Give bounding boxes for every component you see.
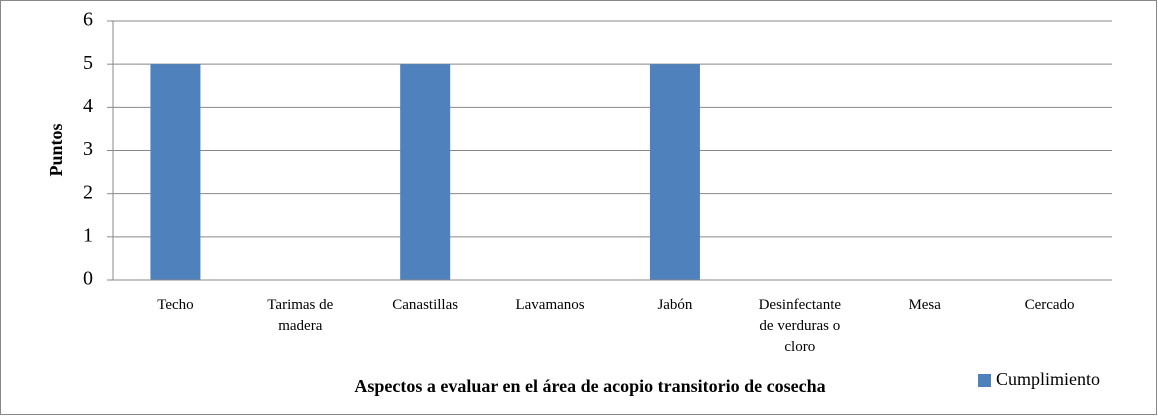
- x-tick-label: Desinfectante de verduras o cloro: [759, 297, 842, 355]
- legend-swatch: [978, 374, 991, 387]
- bar: [400, 64, 451, 281]
- x-tick-label: Canastillas: [392, 297, 458, 313]
- x-tick-label: Cercado: [1025, 297, 1075, 313]
- y-tick-label: 0: [83, 268, 93, 290]
- y-tick-label: 3: [83, 138, 93, 160]
- x-tick-label: Techo: [157, 297, 193, 313]
- y-tick-label: 1: [83, 224, 93, 246]
- bar: [649, 64, 700, 281]
- legend-label: Cumplimiento: [996, 369, 1100, 389]
- x-tick-label: Mesa: [908, 297, 941, 313]
- y-tick-label: 5: [83, 52, 93, 74]
- y-tick-label: 4: [83, 95, 93, 117]
- x-tick-label: Lavamanos: [515, 297, 584, 313]
- bar: [150, 64, 201, 281]
- y-axis-title: Puntos: [46, 123, 66, 176]
- x-axis-title: Aspectos a evaluar en el área de acopio …: [354, 376, 825, 396]
- y-tick-label: 6: [83, 9, 93, 31]
- x-tick-label: Tarimas de madera: [267, 297, 333, 334]
- x-tick-label: Jabón: [657, 297, 692, 313]
- y-tick-label: 2: [83, 181, 93, 203]
